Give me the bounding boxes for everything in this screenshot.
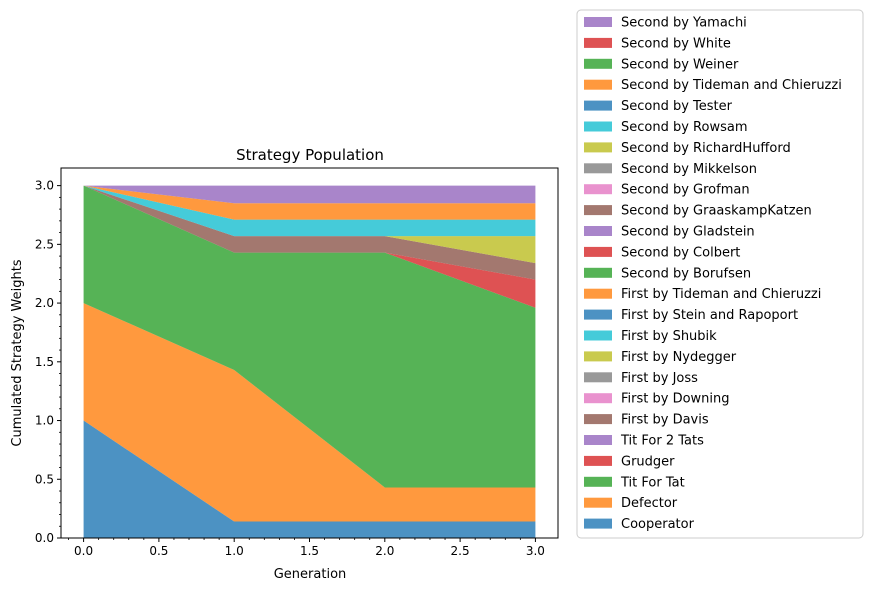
x-tick-label: 0.0 — [74, 544, 93, 558]
x-tick-label: 2.0 — [375, 544, 394, 558]
legend-label: First by Downing — [621, 392, 730, 407]
legend-label: Second by Weiner — [621, 57, 739, 72]
x-tick-label: 2.5 — [451, 544, 470, 558]
area-cooperator — [83, 420, 536, 538]
legend-box — [576, 9, 864, 539]
legend-label: Second by Rowsam — [621, 120, 748, 135]
legend-swatch — [584, 435, 612, 445]
legend-swatch — [584, 121, 612, 132]
legend-label: First by Davis — [621, 413, 709, 428]
legend-swatch — [584, 226, 612, 236]
area-first-by-shubik — [83, 185, 536, 237]
legend-swatch — [584, 79, 612, 90]
legend-label: Second by Grofman — [621, 183, 750, 198]
legend-label: Second by Tideman and Chieruzzi — [621, 78, 842, 93]
chart-title: Strategy Population — [236, 146, 384, 164]
legend-label: Second by White — [621, 36, 731, 51]
legend-label: Second by GraaskampKatzen — [621, 204, 812, 219]
legend-swatch — [584, 455, 612, 466]
area-layers — [83, 185, 536, 538]
y-axis-label: Cumulated Strategy Weights — [10, 259, 25, 446]
x-tick-label: 1.5 — [300, 544, 319, 558]
legend-swatch — [584, 37, 612, 48]
legend-swatch — [584, 309, 612, 320]
legend-label: Second by Mikkelson — [621, 162, 757, 177]
area-first-by-tideman-and-chieruzzi — [83, 185, 536, 220]
y-axis-ticks: 0.0 0.5 1.0 1.5 2.0 2.5 3.0 — [35, 179, 61, 545]
legend-swatch — [584, 184, 612, 195]
legend-label: Second by Colbert — [621, 245, 740, 260]
legend-label: First by Shubik — [621, 329, 717, 344]
legend-label: Tit For Tat — [620, 475, 685, 490]
y-tick-label: 1.5 — [35, 355, 54, 369]
y-tick-label: 1.0 — [35, 414, 54, 428]
x-tick-label: 3.0 — [526, 544, 545, 558]
legend-label: Second by Tester — [621, 99, 733, 114]
legend-label: Tit For 2 Tats — [620, 434, 704, 449]
legend-swatch — [584, 497, 612, 508]
legend-swatch — [584, 393, 612, 404]
legend-label: Grudger — [621, 454, 675, 469]
legend-label: Second by Borufsen — [621, 266, 751, 281]
legend-label: Defector — [621, 496, 678, 511]
legend-swatch — [584, 518, 612, 529]
y-tick-label: 2.5 — [35, 237, 54, 251]
legend-label: First by Joss — [621, 371, 698, 386]
legend-swatch — [584, 246, 612, 257]
legend-label: First by Tideman and Chieruzzi — [621, 287, 821, 302]
legend-swatch — [584, 142, 612, 153]
area-second-by-yamachi — [83, 185, 536, 204]
legend-swatch — [584, 372, 612, 383]
area-defector — [83, 303, 536, 522]
legend-swatch — [584, 476, 612, 487]
legend-label: Second by Yamachi — [621, 16, 747, 31]
legend-swatch — [584, 288, 612, 299]
x-tick-label: 1.0 — [225, 544, 244, 558]
y-tick-label: 2.0 — [35, 296, 54, 310]
legend: Second by Yamachi Second by White Second b… — [576, 9, 864, 539]
legend-label: Second by Gladstein — [621, 225, 755, 240]
legend-swatch — [584, 100, 612, 111]
area-first-by-davis — [83, 185, 536, 280]
legend-label: First by Stein and Rapoport — [621, 308, 798, 323]
legend-label: Cooperator — [621, 517, 695, 532]
x-tick-label: 0.5 — [149, 544, 168, 558]
legend-swatch — [584, 163, 612, 174]
y-tick-label: 0.5 — [35, 472, 54, 486]
x-axis-label: Generation — [274, 567, 347, 582]
legend-label: Second by RichardHufford — [621, 141, 791, 156]
legend-swatch — [584, 58, 612, 69]
area-tit-for-tat — [83, 185, 536, 488]
legend-swatch — [584, 267, 612, 278]
legend-label: First by Nydegger — [621, 350, 737, 365]
legend-swatch — [584, 351, 612, 362]
y-tick-label: 0.0 — [35, 531, 54, 545]
legend-swatch — [584, 205, 612, 216]
legend-swatch — [584, 17, 612, 27]
x-axis-ticks: 0.0 0.5 1.0 1.5 2.0 2.5 3.0 — [68, 538, 545, 558]
legend-swatch — [584, 414, 612, 425]
y-tick-label: 3.0 — [35, 179, 54, 193]
legend-swatch — [584, 330, 612, 341]
